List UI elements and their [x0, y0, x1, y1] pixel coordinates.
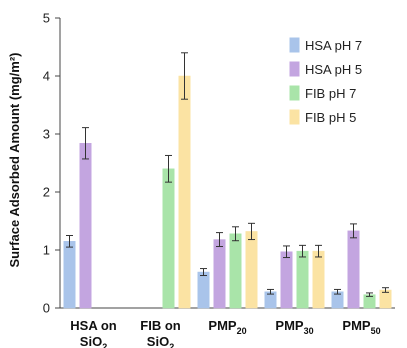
bar	[63, 241, 76, 309]
error-bars	[66, 52, 389, 297]
y-ticks: 0 1 2 3 4 5	[43, 11, 60, 316]
x-category-label: PMP50	[342, 318, 380, 336]
y-tick-label: 1	[43, 243, 50, 258]
bar	[197, 271, 210, 309]
legend: HSA pH 7 HSA pH 5 FIB pH 7 FIB pH 5	[289, 37, 362, 125]
x-category-label: HSA on	[70, 318, 117, 333]
x-category-label-line2: SiO2	[80, 334, 107, 348]
legend-swatch	[289, 109, 300, 125]
legend-swatch	[289, 85, 300, 101]
bar	[229, 233, 242, 309]
bar	[312, 250, 325, 309]
bar	[79, 143, 92, 309]
y-tick-label: 0	[43, 301, 50, 316]
legend-swatch	[289, 37, 300, 53]
bar	[296, 250, 309, 309]
y-tick-label: 5	[43, 11, 50, 26]
bar	[213, 239, 226, 309]
legend-label: HSA pH 5	[305, 62, 362, 77]
bar	[178, 75, 191, 309]
y-axis-title: Surface Adsorbed Amount (mg/m²)	[7, 53, 22, 268]
bar	[162, 168, 175, 309]
y-tick-label: 4	[43, 69, 50, 84]
legend-label: HSA pH 7	[305, 38, 362, 53]
legend-swatch	[289, 61, 300, 77]
x-category-label: FIB on	[140, 318, 180, 333]
y-tick-label: 2	[43, 185, 50, 200]
x-category-label: PMP20	[208, 318, 246, 336]
bar	[347, 230, 360, 309]
y-tick-label: 3	[43, 127, 50, 142]
legend-label: FIB pH 5	[305, 110, 356, 125]
bar	[245, 231, 258, 309]
bar	[280, 251, 293, 309]
y-axis-title-group: Surface Adsorbed Amount (mg/m²)	[7, 53, 22, 268]
x-category-label: PMP30	[275, 318, 313, 336]
x-category-label-line2: SiO2	[147, 334, 174, 348]
legend-label: FIB pH 7	[305, 86, 356, 101]
